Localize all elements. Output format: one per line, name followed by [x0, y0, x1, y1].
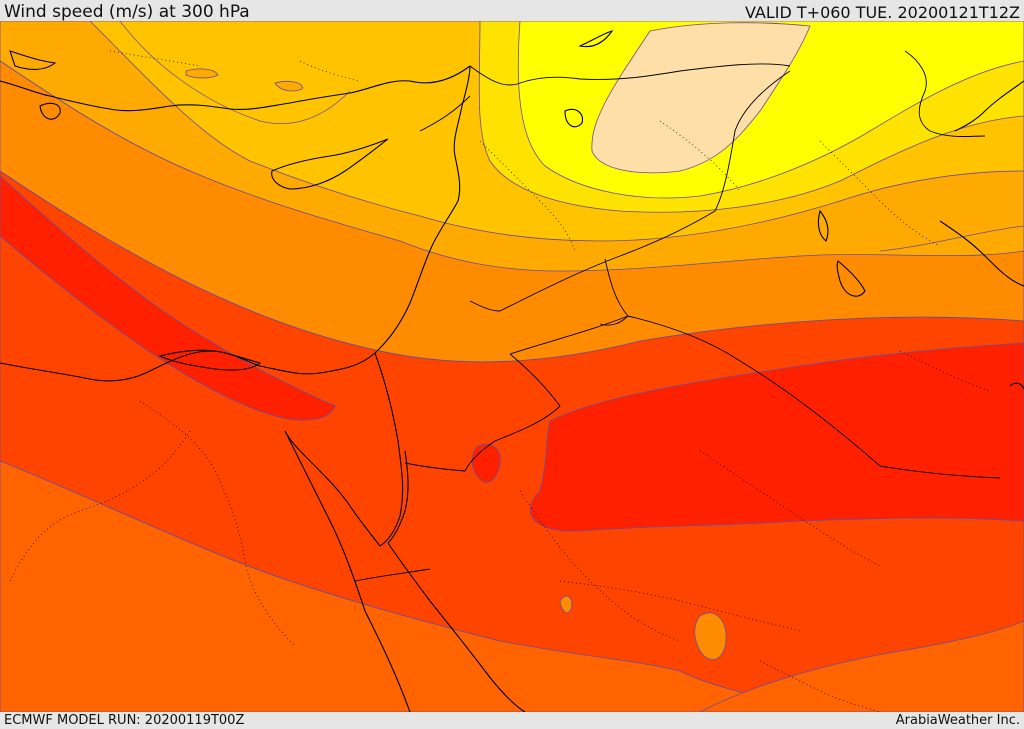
wind-band-6-island-2	[694, 612, 727, 661]
coastlines	[0, 30, 1024, 712]
wind-band-9-west	[0, 175, 336, 421]
wind-band-9-blob	[471, 444, 501, 483]
valid-time: VALID T+060 TUE. 20200121T12Z	[744, 3, 1020, 22]
wind-band-6-island	[559, 595, 573, 613]
dotted-boundaries	[9, 50, 991, 712]
credit: ArabiaWeather Inc.	[895, 713, 1020, 728]
wind-band-5-island-2	[274, 81, 303, 92]
wind-band-1	[591, 22, 811, 174]
wind-band-7-south	[0, 460, 841, 712]
model-run: ECMWF MODEL RUN: 20200119T00Z	[4, 713, 245, 728]
borders	[354, 50, 1001, 582]
footer-bar: ECMWF MODEL RUN: 20200119T00Z ArabiaWeat…	[0, 712, 1024, 729]
wind-band-9-east	[530, 342, 1024, 532]
wind-band-5-island	[185, 68, 219, 79]
wind-band-7-southeast	[699, 620, 1024, 712]
header-bar: Wind speed (m/s) at 300 hPa VALID T+060 …	[0, 0, 1024, 22]
map-canvas	[0, 21, 1024, 712]
contour-lines	[0, 21, 1024, 252]
map-title: Wind speed (m/s) at 300 hPa	[4, 2, 250, 22]
wind-speed-map	[0, 21, 1024, 712]
